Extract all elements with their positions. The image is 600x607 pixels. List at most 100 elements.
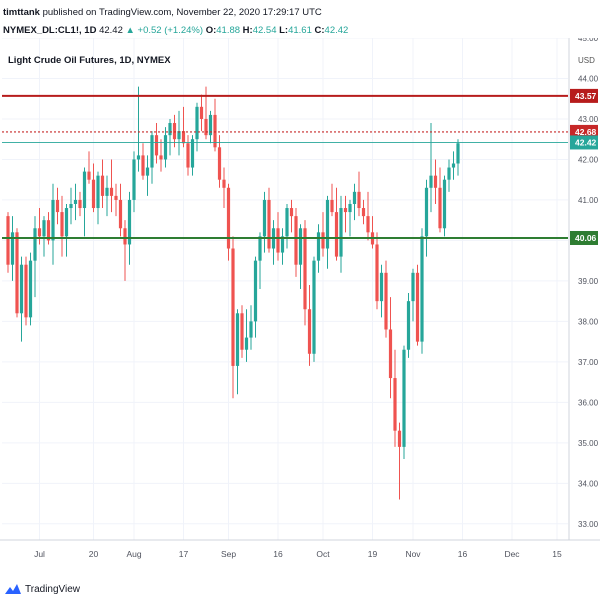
candle-body — [127, 199, 132, 245]
chart-title: Light Crude Oil Futures, 1D, NYMEX — [8, 55, 171, 66]
price-label-badge — [570, 230, 598, 245]
candle-body — [109, 187, 114, 196]
candle-body — [447, 167, 451, 180]
price-tick-label: 41.00 — [578, 196, 599, 205]
candle-body — [19, 264, 24, 314]
candle-body — [6, 216, 10, 265]
price-label-text: 42.42 — [575, 137, 597, 147]
horizontal-lines[interactable] — [2, 94, 568, 239]
candle-body — [163, 135, 168, 160]
candle-body — [366, 216, 370, 233]
last-price: 42.42 — [99, 25, 123, 36]
candle-body — [429, 175, 433, 188]
time-tick-label: Jul — [34, 549, 45, 559]
price-label-text: 43.57 — [575, 91, 597, 101]
time-tick-label: 17 — [179, 549, 189, 559]
candle-body — [321, 232, 325, 249]
time-tick-label: Aug — [126, 549, 141, 559]
candle-body — [258, 236, 262, 261]
time-tick-label: Sep — [221, 549, 236, 559]
candle-body — [10, 232, 15, 265]
candle-body — [222, 179, 226, 188]
high-label: H: — [242, 25, 253, 36]
candle-body — [325, 199, 330, 249]
price-label-badge — [570, 124, 598, 139]
candle-body — [375, 244, 379, 302]
publisher-user[interactable]: timttank — [3, 7, 40, 18]
close-value: 42.42 — [324, 25, 349, 36]
time-axis[interactable]: Jul 20 Aug 17 Sep 16 Oct 19 Nov 16 Dec 15 — [0, 539, 600, 559]
candle-body — [379, 272, 384, 302]
price-tick-label: 38.00 — [578, 317, 599, 326]
candle-body — [298, 228, 303, 265]
open-value: 41.88 — [216, 25, 241, 36]
footer-brand-label: TradingView — [25, 583, 81, 595]
price-label-badge — [570, 88, 598, 103]
candle-body — [235, 313, 240, 366]
candle-body — [361, 208, 366, 217]
candle-body — [384, 272, 388, 330]
candle-body — [262, 199, 267, 237]
high-value: 42.54 — [252, 25, 277, 36]
price-chart[interactable]: Light Crude Oil Futures, 1D, NYMEX 45.00… — [0, 38, 600, 570]
price-tick-label: 35.00 — [578, 439, 599, 448]
candle-body — [316, 232, 321, 261]
candle-body — [442, 179, 447, 229]
time-tick-label: 16 — [458, 549, 468, 559]
price-tick-label: 43.00 — [578, 115, 599, 124]
footer-brand[interactable]: TradingView — [4, 583, 80, 595]
candle-body — [388, 329, 393, 379]
candle-body — [240, 313, 244, 350]
candle-body — [78, 199, 82, 209]
candle-body — [64, 208, 69, 237]
candle-body — [406, 301, 411, 350]
candle-body — [285, 208, 289, 237]
candle-body — [226, 187, 231, 249]
change-arrow-icon: ▲ — [125, 25, 135, 36]
candle-body — [73, 199, 78, 204]
candle-body — [100, 175, 105, 196]
candle-body — [249, 321, 253, 338]
low-label: L: — [279, 25, 289, 36]
time-tick-label: 19 — [368, 549, 378, 559]
price-tick-label: 44.00 — [578, 74, 599, 83]
candle-body — [105, 187, 109, 196]
candle-body — [199, 106, 204, 119]
price-tick-label: 37.00 — [578, 358, 599, 367]
candle-body — [145, 167, 150, 176]
candle-body — [69, 203, 73, 209]
price-axis[interactable]: 45.0044.0043.0042.0041.0040.0039.0038.00… — [568, 38, 599, 540]
candle-body — [33, 228, 37, 261]
low-value: 41.61 — [288, 25, 312, 36]
candle-body — [208, 114, 213, 136]
price-tick-label: 39.00 — [578, 277, 599, 286]
candle-body — [96, 175, 100, 209]
chart-grid — [0, 38, 600, 570]
candle-body — [82, 171, 87, 209]
candles — [6, 86, 460, 500]
candle-body — [411, 272, 415, 302]
price-label-badge — [570, 135, 598, 150]
close-label: C: — [314, 25, 325, 36]
candle-body — [420, 236, 424, 342]
open-label: O: — [205, 25, 217, 36]
candle-body — [150, 135, 154, 168]
candle-body — [402, 349, 406, 447]
candle-body — [87, 171, 91, 180]
candle-body — [123, 228, 127, 245]
candle-body — [424, 187, 429, 237]
time-tick-label: Dec — [504, 549, 520, 559]
time-tick-label: Nov — [405, 549, 421, 559]
candle-body — [334, 212, 339, 257]
price-tick-label: 36.00 — [578, 398, 599, 407]
candle-body — [280, 236, 285, 253]
candle-body — [51, 199, 55, 241]
candle-body — [231, 248, 235, 366]
change-value: +0.52 (+1.24%) — [137, 25, 204, 36]
tradingview-logo-icon — [5, 584, 21, 594]
candle-body — [213, 114, 217, 148]
price-tick-label: 42.00 — [578, 155, 599, 164]
publish-info: published on TradingView.com, November 2… — [39, 7, 322, 18]
candle-body — [91, 179, 96, 209]
candle-body — [415, 272, 420, 342]
